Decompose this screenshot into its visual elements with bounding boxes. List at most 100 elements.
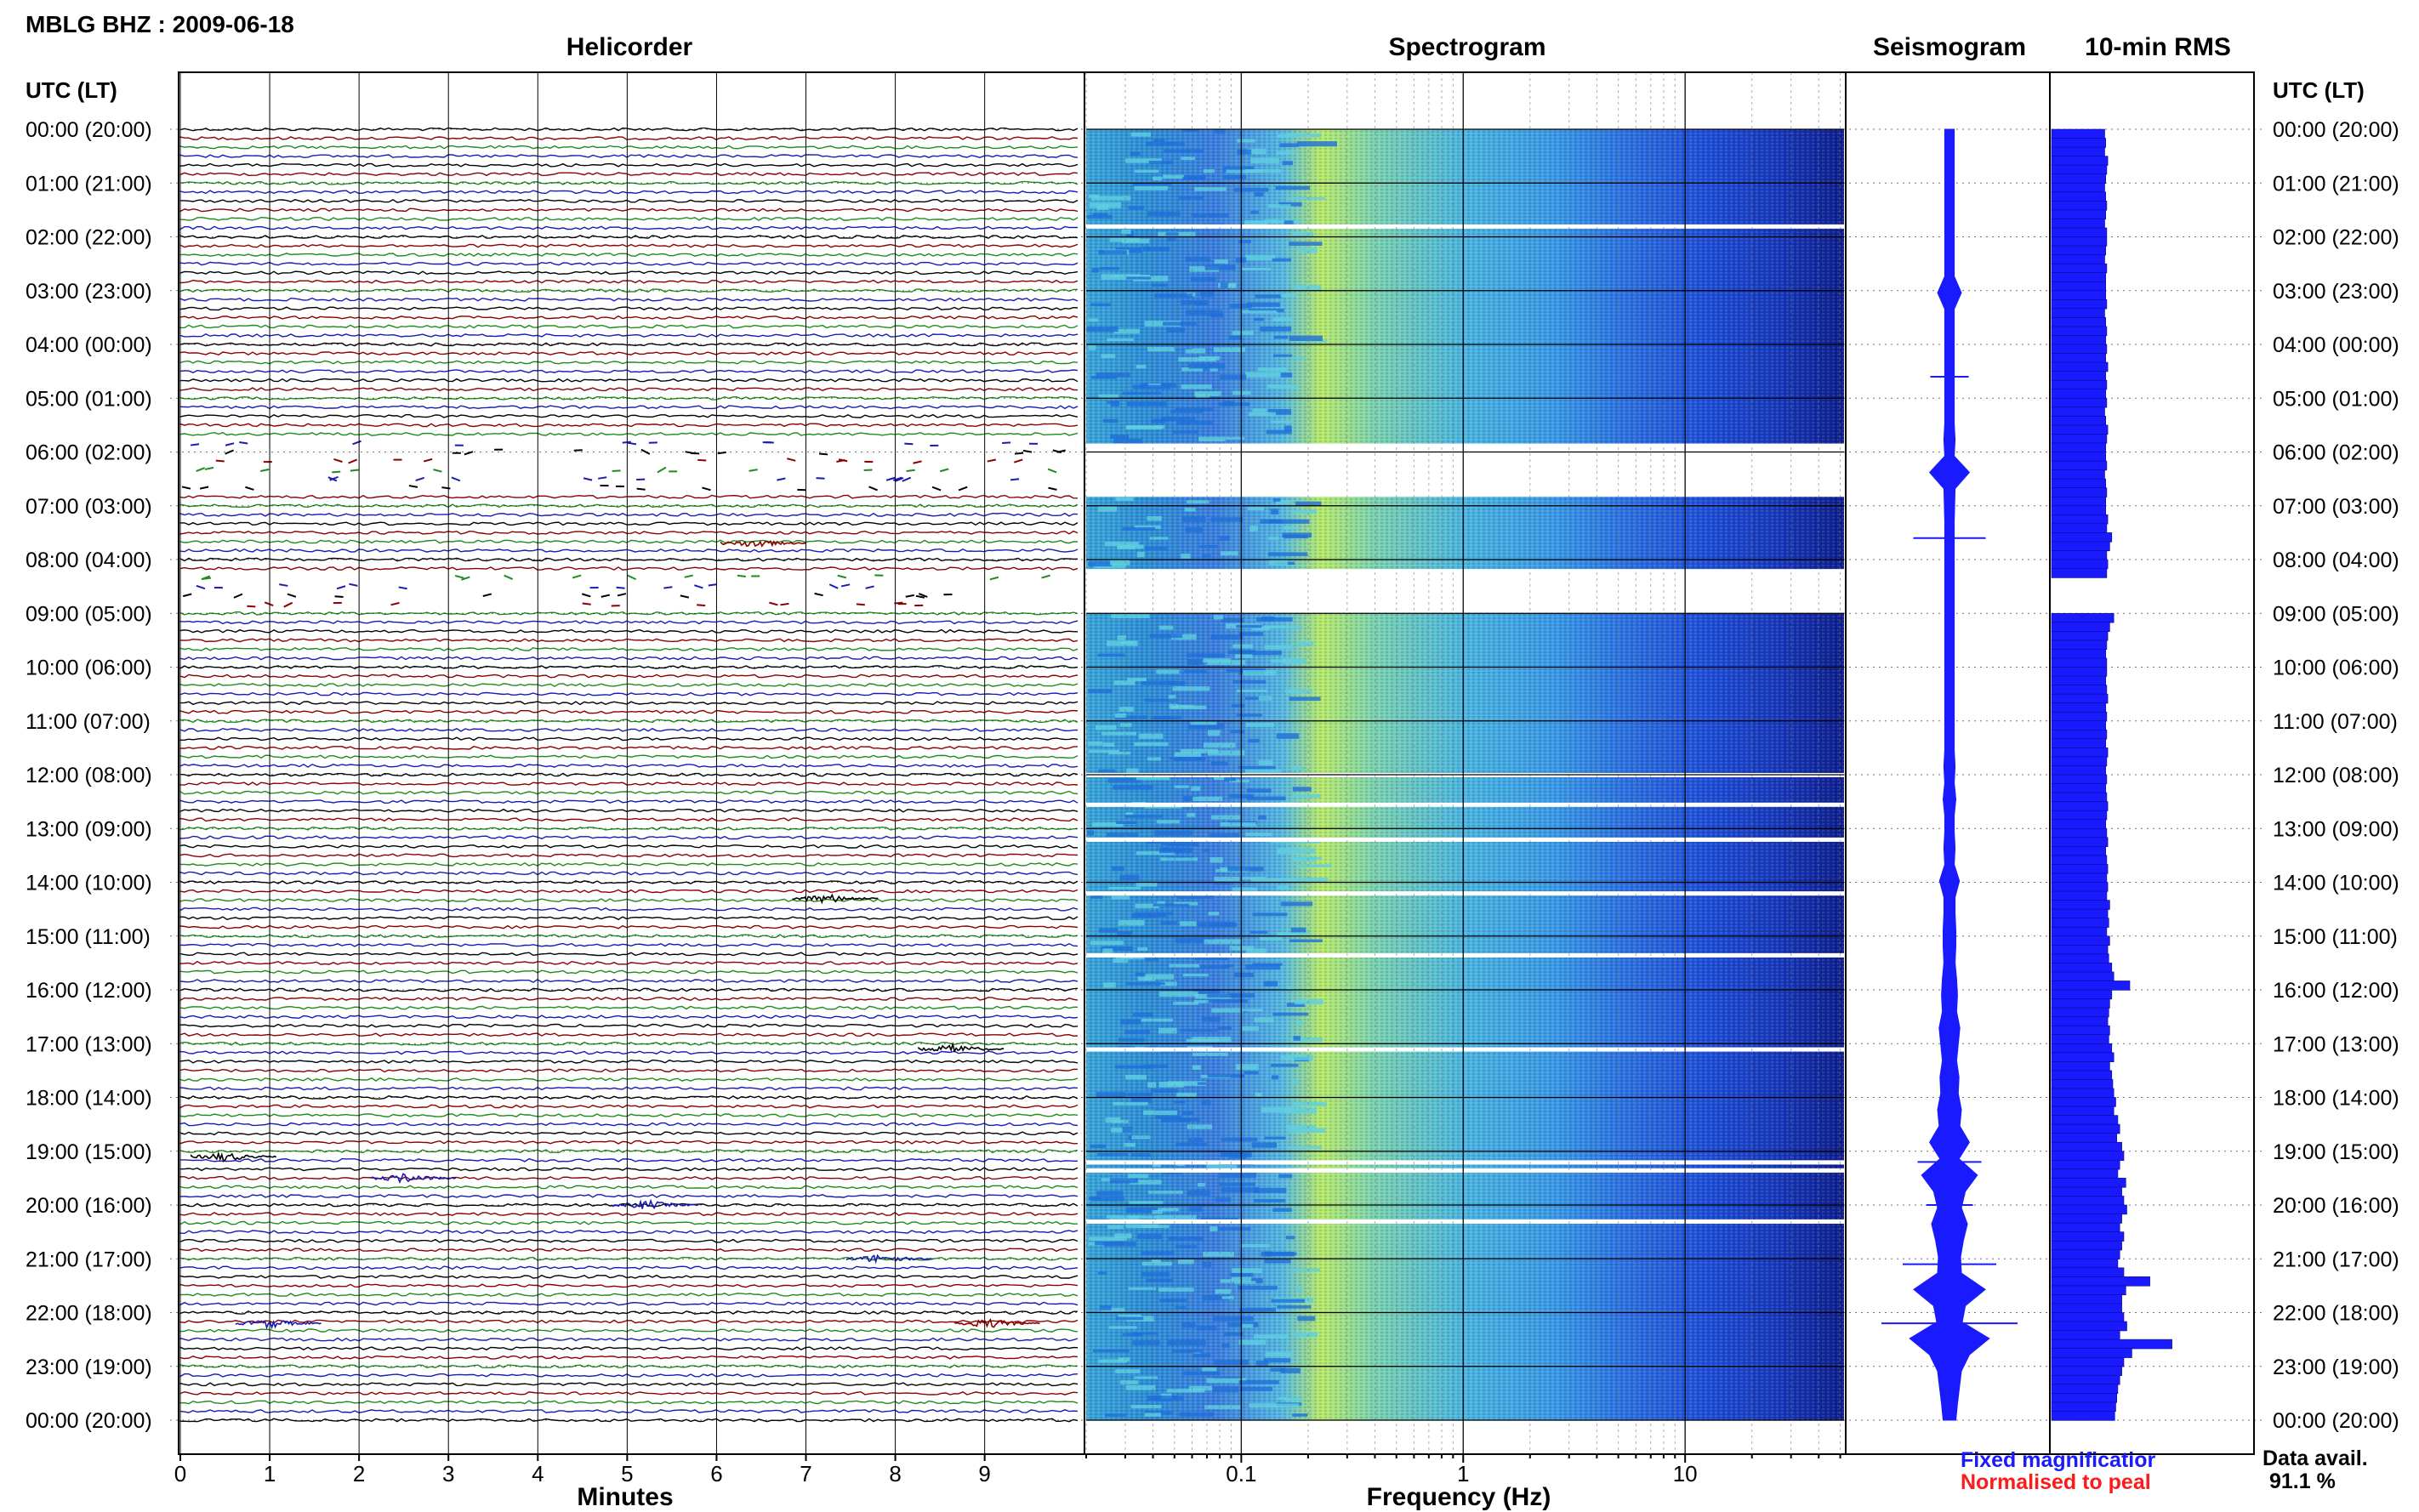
spectrogram-cell bbox=[1235, 1064, 1259, 1071]
rms-bar bbox=[2051, 353, 2107, 363]
spectrogram-cell bbox=[1214, 882, 1232, 885]
spectrogram-cell bbox=[1237, 149, 1252, 155]
spectrogram-texture bbox=[1086, 1401, 1844, 1413]
rms-bar bbox=[2051, 1025, 2110, 1036]
rms-bar bbox=[2051, 298, 2108, 310]
helicorder-trace bbox=[179, 1131, 1079, 1136]
rms-bar bbox=[2051, 379, 2108, 390]
spectrogram-cell bbox=[1242, 1323, 1254, 1328]
spectrogram-cell bbox=[1221, 617, 1244, 623]
spectrogram-cell bbox=[1153, 139, 1165, 142]
trace-fragment bbox=[581, 593, 591, 598]
minute-tick-label: 3 bbox=[442, 1461, 454, 1486]
spectrogram-cell bbox=[1220, 282, 1229, 288]
spectrogram-cell bbox=[1171, 1349, 1203, 1353]
spectrogram-texture bbox=[1086, 191, 1844, 202]
spectrogram-cell bbox=[1275, 500, 1291, 504]
spectrogram-cell bbox=[1285, 1236, 1295, 1240]
spectrogram-cell bbox=[1103, 982, 1116, 988]
rms-bar bbox=[2051, 272, 2107, 282]
spectrogram-cell bbox=[1280, 1055, 1313, 1060]
spectrogram-cell bbox=[1147, 1191, 1183, 1194]
spectrogram-cell bbox=[1170, 757, 1206, 760]
utc-tick-label: 16:00 (12:00) bbox=[26, 979, 152, 1003]
spectrogram-cell bbox=[1271, 1075, 1279, 1081]
spectrogram-cell bbox=[1212, 1316, 1254, 1322]
trace-fragment bbox=[583, 477, 593, 481]
spectrogram-texture bbox=[1086, 981, 1844, 991]
spectrogram-cell bbox=[1190, 276, 1216, 283]
spectrogram-texture bbox=[1086, 290, 1844, 300]
spectrogram-cell bbox=[1184, 507, 1196, 512]
spectrogram-cell bbox=[1178, 196, 1204, 200]
spectrogram-cell bbox=[1163, 174, 1185, 179]
spectrogram-cell bbox=[1113, 785, 1154, 790]
spectrogram-cell bbox=[1187, 1124, 1213, 1129]
trace-fragment bbox=[989, 576, 999, 581]
spectrogram-cell bbox=[1090, 895, 1103, 899]
spectrogram-cell bbox=[1279, 143, 1299, 148]
spectrogram-cell bbox=[1135, 973, 1146, 976]
spectrogram-cell bbox=[1246, 948, 1266, 954]
trace-fragment bbox=[622, 441, 631, 444]
spectrogram-cell bbox=[1292, 1413, 1308, 1417]
spectrogram-gap bbox=[1086, 952, 1844, 958]
spectrogram-texture bbox=[1086, 738, 1844, 748]
spectrogram-cell bbox=[1283, 220, 1294, 225]
spectrogram-cell bbox=[1110, 560, 1130, 566]
rms-bar bbox=[2051, 559, 2109, 570]
rms-bar bbox=[2051, 138, 2107, 148]
rms-bar bbox=[2051, 720, 2107, 730]
spectrogram-cell bbox=[1297, 864, 1332, 867]
helicorder-trace bbox=[179, 243, 1079, 248]
helicorder-trace bbox=[179, 172, 1079, 177]
spectrogram-cell bbox=[1236, 624, 1262, 628]
spectrogram-cell bbox=[1263, 981, 1278, 987]
rms-bar bbox=[2051, 416, 2107, 426]
spectrogram-gap bbox=[1086, 1160, 1844, 1165]
spectrogram-cell bbox=[1173, 1100, 1186, 1104]
minutes-axis-label: Minutes bbox=[577, 1483, 673, 1511]
spectrogram-cell bbox=[1126, 1207, 1162, 1214]
spectrogram-cell bbox=[1260, 326, 1292, 332]
helicorder-event bbox=[953, 1318, 1040, 1328]
spectrogram-gap bbox=[1086, 802, 1844, 807]
spectrogram-cell bbox=[1227, 867, 1264, 872]
spectrogram-cell bbox=[1238, 632, 1264, 636]
spectrogram-cell bbox=[1229, 304, 1252, 309]
spectrogram-cell bbox=[1168, 1236, 1204, 1242]
spectrogram-texture bbox=[1086, 398, 1844, 408]
spectrogram-cell bbox=[1228, 779, 1249, 782]
spectrogram-cell bbox=[1182, 1371, 1221, 1377]
spectrogram-cell bbox=[1288, 1145, 1322, 1150]
spectrogram-cell bbox=[1238, 765, 1276, 770]
spectrogram-cell bbox=[1208, 999, 1248, 1003]
rms-bar bbox=[2051, 1222, 2120, 1233]
spectrogram-cell bbox=[1151, 1259, 1161, 1264]
helicorder-trace bbox=[179, 1104, 1079, 1109]
spectrogram-cell bbox=[1221, 1344, 1230, 1348]
spectrogram-cell bbox=[1175, 937, 1214, 944]
rms-bar bbox=[2051, 156, 2109, 166]
spectrogram-cell bbox=[1229, 335, 1242, 340]
spectrogram-texture bbox=[1086, 998, 1844, 1009]
trace-fragment bbox=[196, 584, 206, 590]
legend-normalised: Normalised to peal bbox=[1961, 1470, 2151, 1494]
spectrogram-cell bbox=[1111, 1128, 1133, 1133]
spectrogram-cell bbox=[1126, 768, 1139, 775]
frequency-tick-label: 1 bbox=[1457, 1461, 1469, 1486]
spectrogram-cell bbox=[1264, 1136, 1286, 1140]
trace-fragment bbox=[454, 575, 464, 579]
helicorder-trace bbox=[179, 351, 1079, 356]
trace-fragment bbox=[905, 594, 914, 598]
spectrogram-cell bbox=[1113, 680, 1136, 686]
trace-fragment bbox=[423, 458, 433, 463]
spectrogram-cell bbox=[1115, 1369, 1141, 1373]
spectrogram-cell bbox=[1237, 689, 1267, 693]
rms-bar bbox=[2051, 550, 2108, 560]
spectrogram-cell bbox=[1122, 238, 1150, 244]
rms-bar bbox=[2051, 667, 2108, 677]
utc-tick-label: 13:00 (09:00) bbox=[26, 817, 152, 841]
rms-bar bbox=[2051, 173, 2107, 184]
spectrogram-cell bbox=[1296, 1020, 1304, 1025]
